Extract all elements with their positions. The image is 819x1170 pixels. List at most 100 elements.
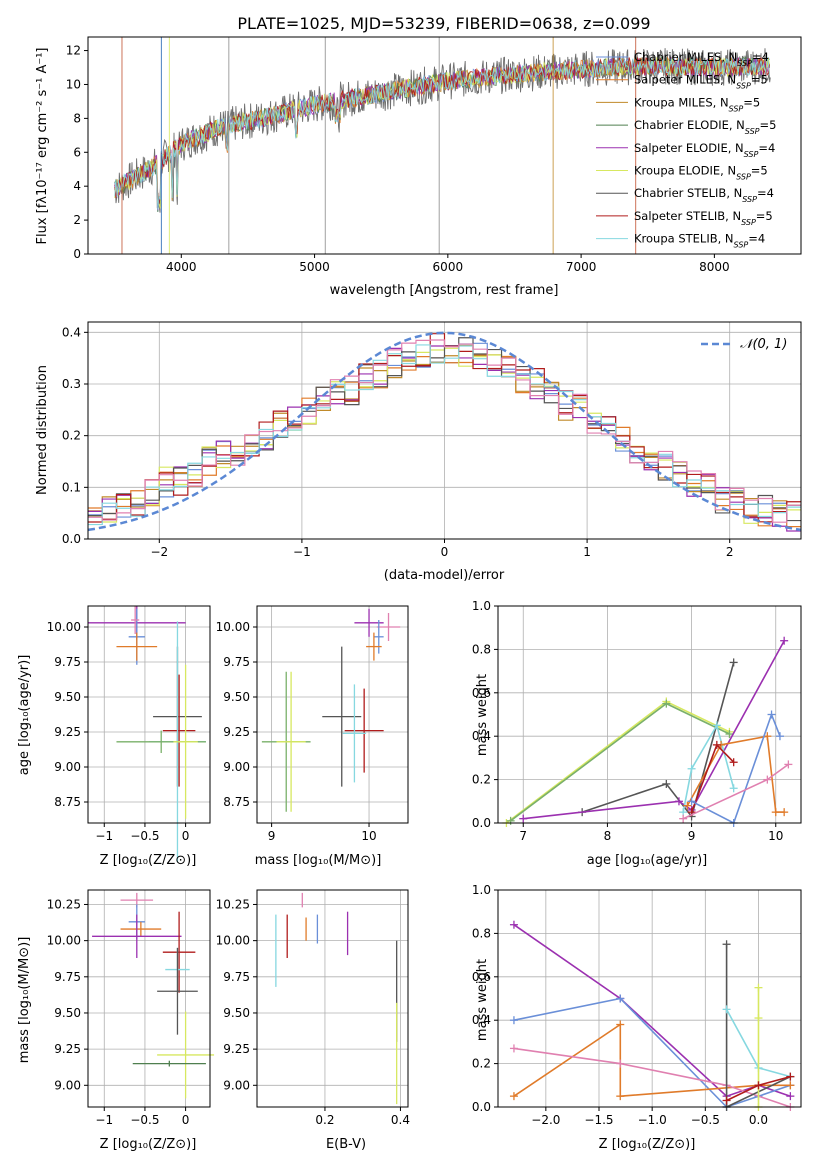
age-z-ylabel: age [log₁₀(age/yr)] xyxy=(17,655,32,776)
x-tick-label: −2.0 xyxy=(531,1113,560,1127)
residuals-plot: −2 −1 0 1 2 0.0 0.1 0.2 0.3 0.4 xyxy=(62,322,802,559)
subplot-frame xyxy=(87,889,211,1108)
mw-z-xlabel: Z [log₁₀(Z/Z⊙)] xyxy=(599,1137,696,1152)
y-tick-label: 0.8 xyxy=(472,642,491,656)
y-tick-label: 6 xyxy=(73,145,81,159)
age-z-xlabel: Z [log₁₀(Z/Z⊙)] xyxy=(100,853,197,868)
spectrum-title: PLATE=1025, MJD=53239, FIBERID=0638, z=0… xyxy=(237,14,650,33)
legend-label: Kroupa ELODIE, NSSP=5 xyxy=(634,164,768,182)
mass-z-xlabel: Z [log₁₀(Z/Z⊙)] xyxy=(100,1137,197,1152)
x-tick-label: −1 xyxy=(95,1113,113,1127)
histogram-step xyxy=(88,337,801,522)
legend-tail: =5 xyxy=(751,73,768,87)
x-tick-label: −2 xyxy=(150,545,168,559)
legend-subscript: SSP xyxy=(736,81,751,90)
spectrum-line xyxy=(114,57,770,210)
y-tick-label: 8.75 xyxy=(223,795,250,809)
x-tick-label: −0.5 xyxy=(130,1113,159,1127)
residuals-xlabel: (data-model)/error xyxy=(384,568,505,583)
x-tick-label: 0.0 xyxy=(749,1113,768,1127)
subplot-frame xyxy=(87,605,211,824)
legend-label: Salpeter STELIB, NSSP=5 xyxy=(634,209,773,227)
y-tick-label: 8 xyxy=(73,111,81,125)
y-tick-label: 0.8 xyxy=(472,926,491,940)
legend-label: Chabrier ELODIE, NSSP=5 xyxy=(634,118,776,136)
y-tick-label: 10.00 xyxy=(216,620,250,634)
x-tick-label: 5000 xyxy=(299,260,330,274)
y-tick-label: 9.50 xyxy=(223,1006,250,1020)
legend-tail: =5 xyxy=(751,164,768,178)
legend-tail: =5 xyxy=(756,209,773,223)
x-tick-label: 0 xyxy=(182,1113,190,1127)
subplot-frame xyxy=(497,889,802,1108)
mw-age-ylabel: mass weight xyxy=(475,674,490,756)
x-tick-label: 2 xyxy=(726,545,734,559)
legend-label: Kroupa STELIB, NSSP=4 xyxy=(634,232,765,250)
x-tick-label: 0 xyxy=(182,829,190,843)
spectrum-plot: 4000 5000 6000 7000 8000 0 2 4 6 8 10 12 xyxy=(66,37,771,274)
legend-subscript: SSP xyxy=(737,59,752,68)
y-tick-label: 0.4 xyxy=(472,1013,491,1027)
x-tick-label: 9 xyxy=(688,829,696,843)
residuals-frame xyxy=(87,321,802,540)
x-tick-label: −0.5 xyxy=(130,829,159,843)
spectrum-xlabel: wavelength [Angstrom, rest frame] xyxy=(330,283,559,298)
y-tick-label: 0.3 xyxy=(62,377,81,391)
spectrum-panel: PLATE=1025, MJD=53239, FIBERID=0638, z=0… xyxy=(35,14,802,298)
mw-z-ylabel: mass weight xyxy=(475,959,490,1041)
age-mass-xlabel: mass [log₁₀(M/M⊙)] xyxy=(255,853,382,868)
x-tick-label: −1.5 xyxy=(584,1113,613,1127)
y-tick-label: 12 xyxy=(66,44,81,58)
y-tick-label: 1.0 xyxy=(472,599,491,613)
y-tick-label: 10.00 xyxy=(47,934,81,948)
legend-tail: =4 xyxy=(757,186,774,200)
spectrum-ylabel: Flux [fλ10⁻¹⁷ erg cm⁻² s⁻¹ A⁻¹] xyxy=(35,48,50,245)
histogram-step xyxy=(88,344,801,526)
x-tick-label: 10 xyxy=(768,829,783,843)
subplot: 0.2 0.4 9.00 9.25 9.50 9.75 10.00 10.25 xyxy=(216,889,410,1127)
legend-subscript: SSP xyxy=(745,127,760,136)
y-tick-label: 0.2 xyxy=(472,773,491,787)
y-tick-label: 0.0 xyxy=(472,1100,491,1114)
y-tick-label: 9.25 xyxy=(223,1042,250,1056)
x-tick-label: −1.0 xyxy=(638,1113,667,1127)
normal-curve xyxy=(87,331,802,532)
y-tick-label: 0.6 xyxy=(472,970,491,984)
legend-subscript: SSP xyxy=(734,240,749,249)
y-tick-label: 9.75 xyxy=(54,655,81,669)
y-tick-label: 10.00 xyxy=(47,620,81,634)
legend-tail: =5 xyxy=(760,118,777,132)
series-line xyxy=(686,735,785,813)
y-tick-label: 10.00 xyxy=(216,934,250,948)
y-tick-label: 10.25 xyxy=(47,897,81,911)
legend-label: Salpeter ELODIE, NSSP=4 xyxy=(634,141,775,159)
y-tick-label: 1.0 xyxy=(472,883,491,897)
x-tick-label: 1 xyxy=(583,545,591,559)
series-line xyxy=(682,723,735,813)
y-tick-label: 9.25 xyxy=(54,1042,81,1056)
y-tick-label: 0 xyxy=(73,247,81,261)
x-tick-label: 0.4 xyxy=(391,1113,410,1127)
y-tick-label: 0.0 xyxy=(472,816,491,830)
x-tick-label: 8000 xyxy=(699,260,730,274)
y-tick-label: 9.50 xyxy=(54,690,81,704)
x-tick-label: 7 xyxy=(519,829,527,843)
series-line xyxy=(581,662,735,819)
residuals-ylabel: Normed distribution xyxy=(35,365,50,495)
y-tick-label: 9.25 xyxy=(54,725,81,739)
subplot: −1 −0.5 0 9.00 9.25 9.50 9.75 10.00 10.25 xyxy=(47,889,215,1127)
subplot: −2.0 −1.5 −1.0 −0.5 0.0 0.0 0.2 0.4 0.6 0.8 1.0 xyxy=(472,883,802,1127)
spectrum-legend: Chabrier MILES, NSSP=4 Salpeter MILES, NS… xyxy=(596,50,776,249)
spectrum-line xyxy=(114,56,770,209)
y-tick-label: 9.00 xyxy=(54,1078,81,1092)
x-tick-label: 0 xyxy=(441,545,449,559)
y-tick-label: 0.4 xyxy=(472,729,491,743)
histogram-step xyxy=(88,339,801,523)
y-tick-label: 4 xyxy=(73,179,81,193)
legend-label: Kroupa MILES, NSSP=5 xyxy=(634,95,760,113)
x-tick-label: 8 xyxy=(604,829,612,843)
y-tick-label: 9.75 xyxy=(54,970,81,984)
y-tick-label: 9.75 xyxy=(223,970,250,984)
spectrum-frame xyxy=(87,36,802,255)
